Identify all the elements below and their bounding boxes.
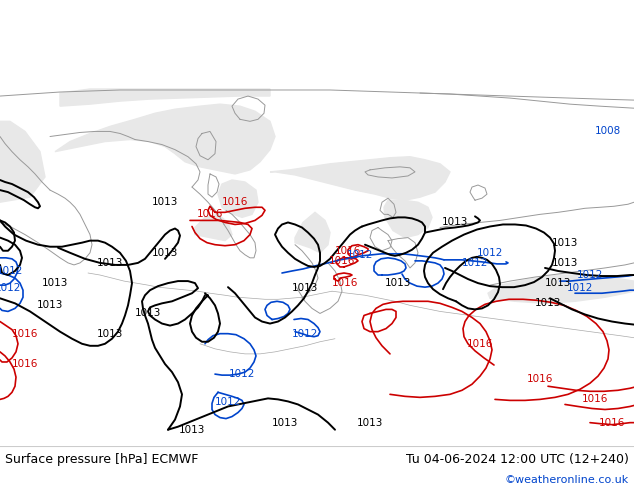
Text: 1012: 1012 [292, 329, 318, 339]
Text: 1016: 1016 [527, 374, 553, 384]
Text: 1012: 1012 [229, 369, 256, 379]
Text: 1012: 1012 [0, 283, 21, 293]
Text: 1012: 1012 [577, 270, 603, 280]
Polygon shape [270, 157, 450, 200]
Text: 1016: 1016 [12, 329, 38, 339]
Text: 1013: 1013 [179, 425, 205, 435]
Text: 1016: 1016 [329, 256, 355, 266]
Polygon shape [60, 89, 270, 106]
Text: 1013: 1013 [552, 238, 578, 247]
Text: 1013: 1013 [552, 258, 578, 268]
Text: ©weatheronline.co.uk: ©weatheronline.co.uk [505, 475, 629, 485]
Text: 1016: 1016 [335, 246, 361, 256]
Text: 1013: 1013 [97, 258, 123, 268]
Polygon shape [0, 122, 45, 202]
Text: 1012: 1012 [0, 266, 23, 276]
Text: 1016: 1016 [197, 209, 223, 220]
Text: 1013: 1013 [152, 197, 178, 207]
Text: 1013: 1013 [97, 329, 123, 339]
Text: 1013: 1013 [545, 278, 571, 288]
Text: 1016: 1016 [222, 197, 248, 207]
Text: Surface pressure [hPa] ECMWF: Surface pressure [hPa] ECMWF [5, 453, 198, 466]
Text: 1013: 1013 [42, 278, 68, 288]
Text: 1012: 1012 [215, 397, 241, 407]
Polygon shape [195, 214, 232, 241]
Polygon shape [295, 212, 330, 253]
Text: 1012: 1012 [477, 248, 503, 258]
Text: 1016: 1016 [467, 339, 493, 349]
Polygon shape [384, 200, 432, 238]
Text: 1013: 1013 [135, 308, 161, 318]
Text: 1013: 1013 [357, 417, 383, 428]
Text: 1013: 1013 [272, 417, 298, 428]
Text: 1016: 1016 [12, 359, 38, 369]
Text: 1016: 1016 [598, 417, 625, 428]
Text: 1013: 1013 [442, 218, 468, 227]
Text: 1016: 1016 [582, 394, 608, 404]
Text: 1012: 1012 [462, 258, 488, 268]
Text: 1008: 1008 [595, 126, 621, 136]
Text: 1016: 1016 [332, 278, 358, 288]
Text: 1013: 1013 [37, 300, 63, 310]
Text: 1013: 1013 [385, 278, 411, 288]
Text: 1013: 1013 [535, 298, 561, 308]
Text: 1013: 1013 [152, 248, 178, 258]
Text: 1013: 1013 [292, 283, 318, 293]
Polygon shape [218, 180, 258, 218]
Polygon shape [488, 275, 634, 303]
Polygon shape [55, 104, 275, 174]
Text: 1012: 1012 [347, 250, 373, 260]
Text: Tu 04-06-2024 12:00 UTC (12+240): Tu 04-06-2024 12:00 UTC (12+240) [406, 453, 629, 466]
Text: 1012: 1012 [567, 283, 593, 293]
